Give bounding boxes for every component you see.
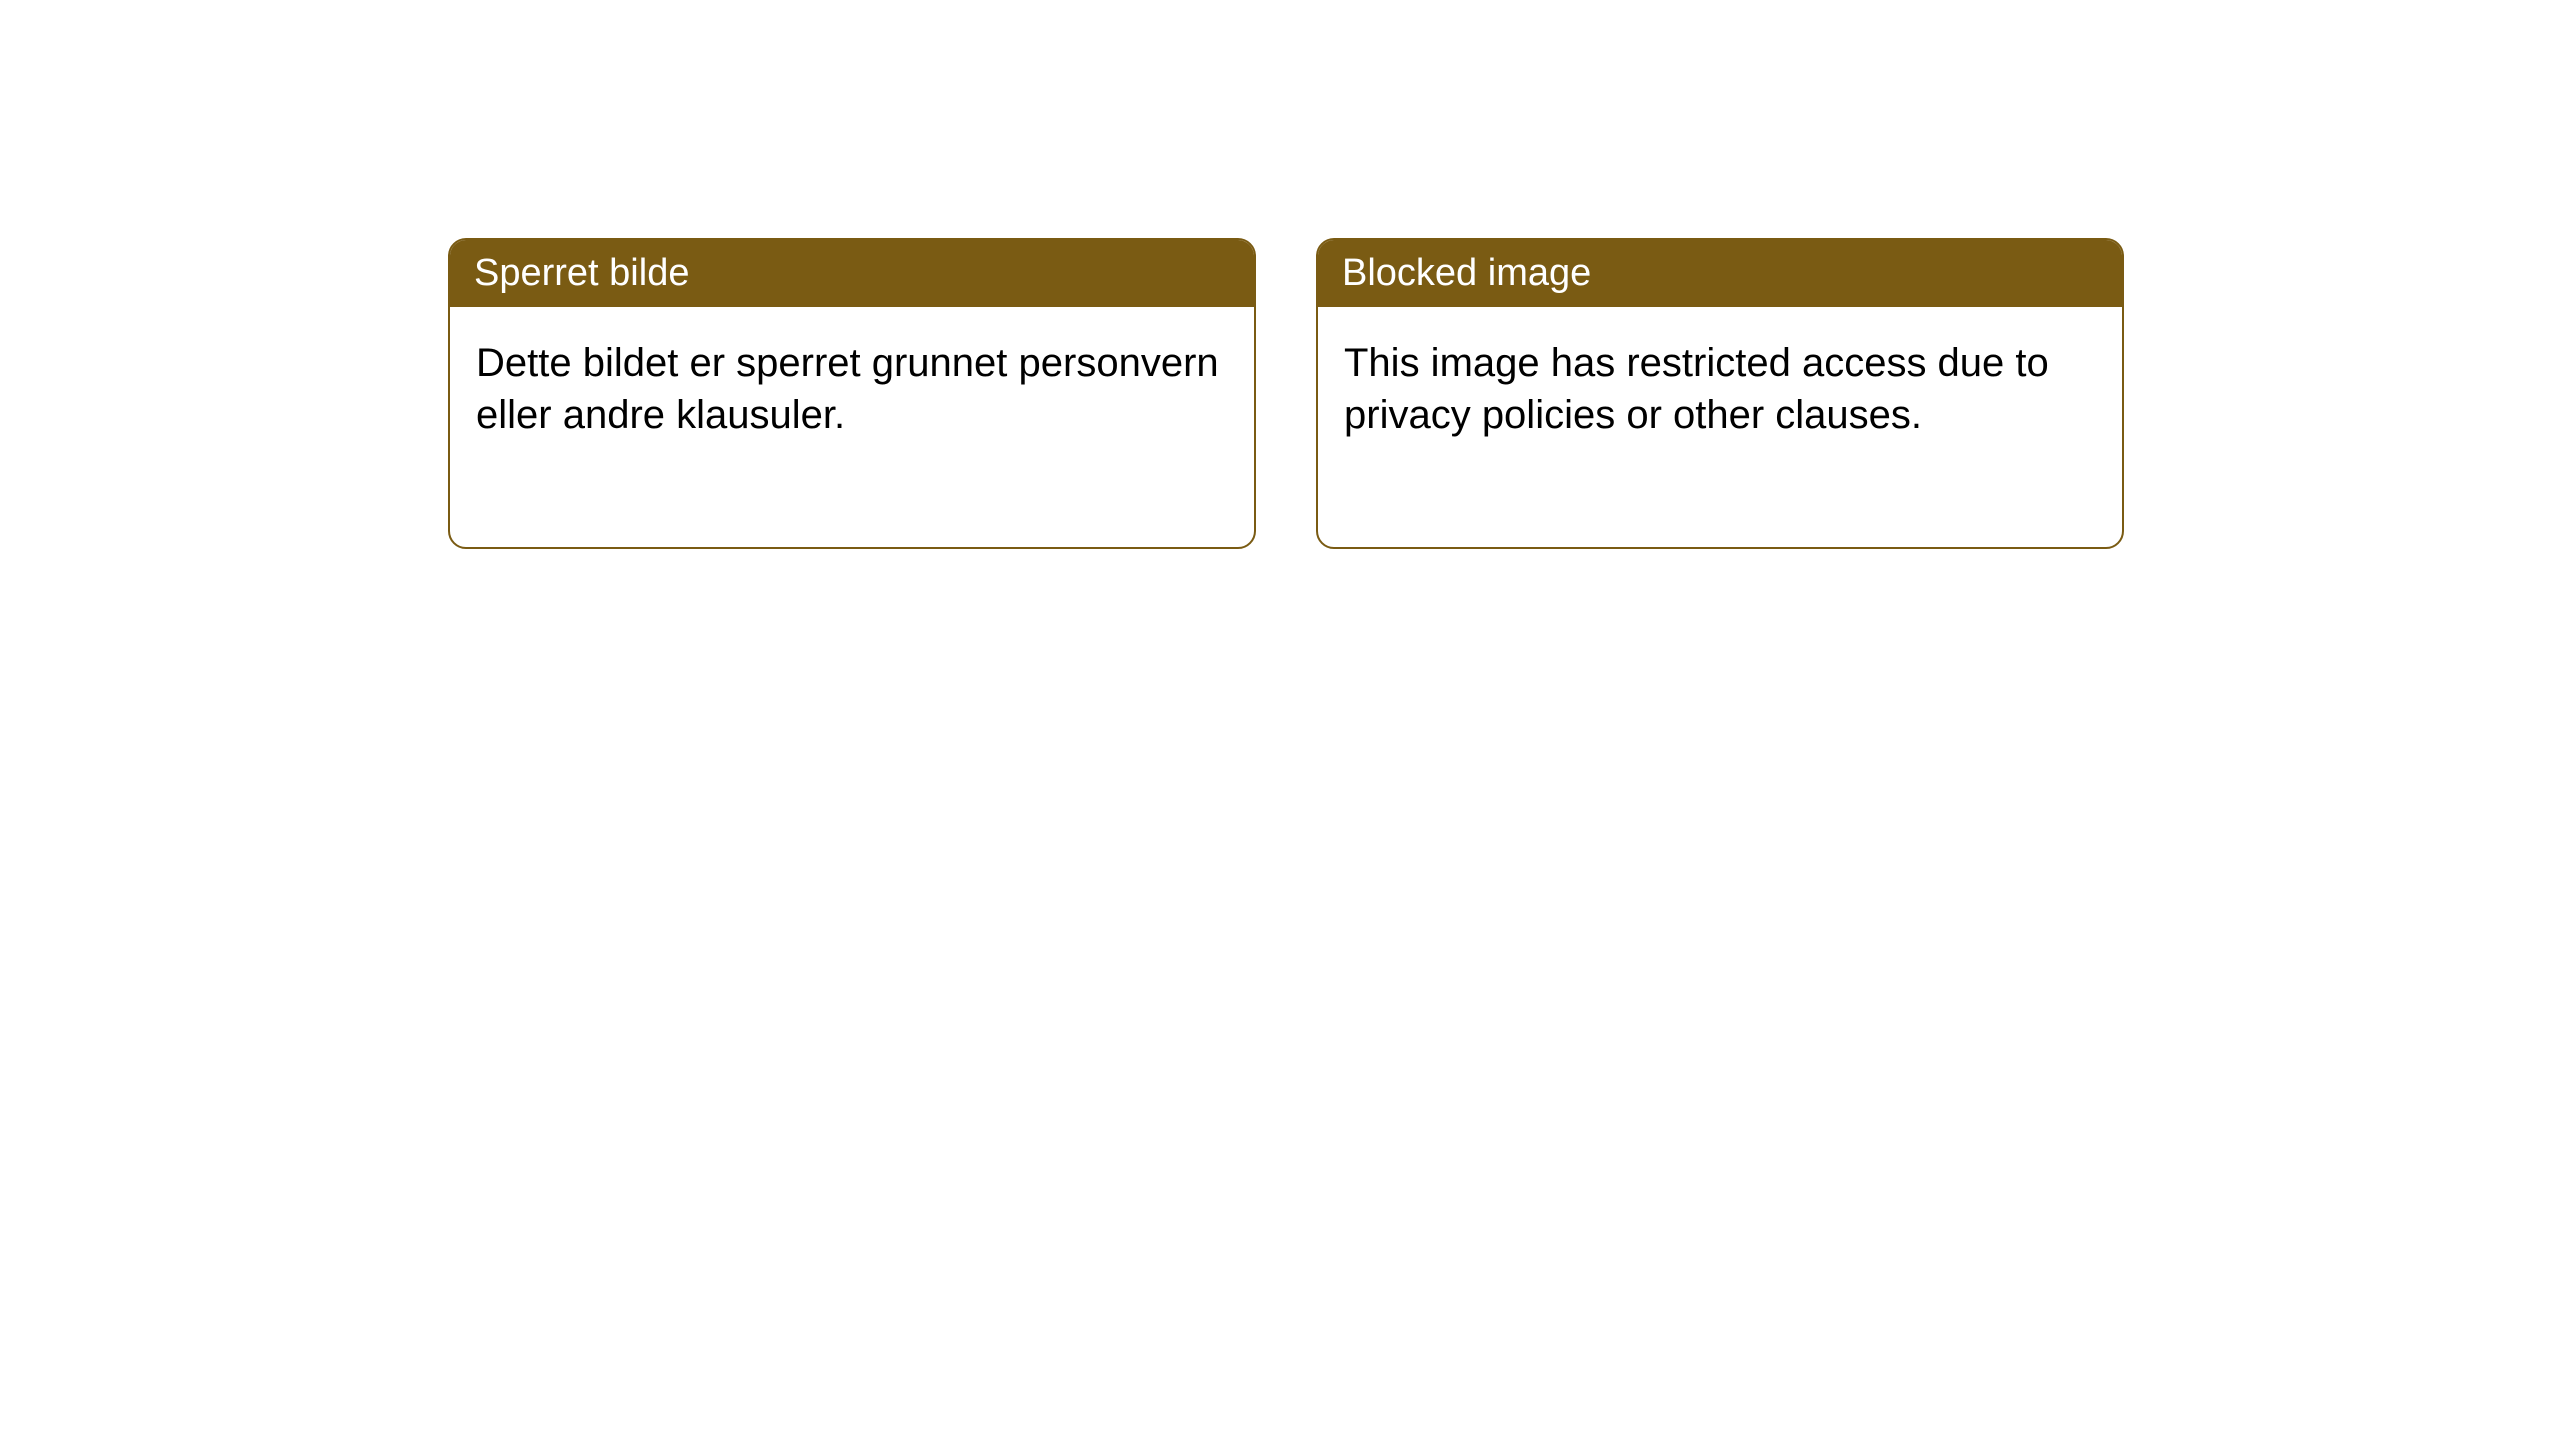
notice-card-english: Blocked image This image has restricted … <box>1316 238 2124 549</box>
notice-container: Sperret bilde Dette bildet er sperret gr… <box>448 238 2124 549</box>
notice-body: Dette bildet er sperret grunnet personve… <box>450 307 1254 547</box>
notice-body: This image has restricted access due to … <box>1318 307 2122 547</box>
notice-title: Sperret bilde <box>450 240 1254 307</box>
notice-card-norwegian: Sperret bilde Dette bildet er sperret gr… <box>448 238 1256 549</box>
notice-title: Blocked image <box>1318 240 2122 307</box>
